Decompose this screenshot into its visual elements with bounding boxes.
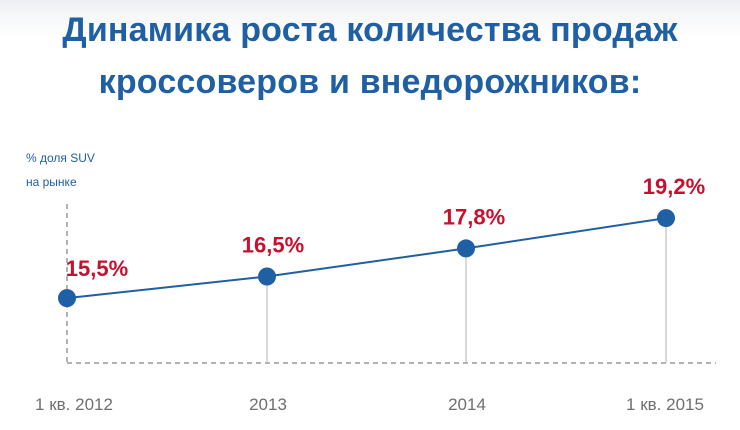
data-point-0 [58,289,76,308]
data-label-0: 15,5% [66,256,128,281]
data-point-3 [657,209,675,228]
data-point-2 [457,239,475,258]
data-label-3: 19,2% [643,174,705,199]
y-axis-label-line-1: % доля SUV [26,151,95,165]
data-point-1 [258,267,276,286]
x-tick-label-2: 2014 [448,395,486,414]
y-axis-label-line-2: на рынке [26,175,77,189]
data-label-2: 17,8% [443,204,505,229]
x-tick-label-0: 1 кв. 2012 [35,395,113,414]
chart-title-line-2: кроссоверов и внедорожников: [98,63,642,101]
data-label-1: 16,5% [242,233,304,258]
chart-title-line-1: Динамика роста количества продаж [62,11,678,49]
x-tick-label-3: 1 кв. 2015 [626,395,704,414]
x-tick-label-1: 2013 [249,395,287,414]
series-line [66,217,667,300]
